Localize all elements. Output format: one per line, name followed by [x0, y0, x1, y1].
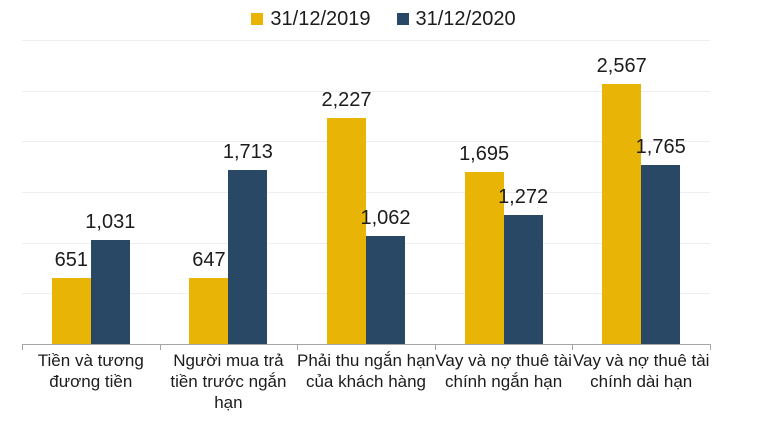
legend-label: 31/12/2019 [270, 7, 371, 30]
bar-31-12-2019 [51, 278, 91, 344]
bar-31-12-2020 [366, 236, 405, 344]
bar-value-label: 647 [192, 249, 226, 272]
bar-value-label: 1,713 [222, 141, 273, 164]
gridline [22, 141, 710, 143]
bar-value-label: 1,272 [498, 186, 549, 209]
legend-label: 31/12/2020 [415, 7, 516, 30]
x-axis-category-label: Người mua trả tiền trước ngắn hạn [170, 351, 287, 412]
legend-item: 31/12/2019 [251, 7, 371, 31]
legend-item: 31/12/2020 [396, 7, 516, 31]
bar-value-label: 1,031 [85, 210, 136, 233]
bar-31-12-2020 [90, 239, 130, 344]
axis-tick [297, 345, 299, 350]
legend-swatch-icon [251, 13, 264, 25]
x-axis-category-label: Vay và nợ thuê tài chính ngắn hạn [435, 351, 572, 391]
bar-value-label: 2,567 [596, 54, 647, 77]
legend-swatch-icon [396, 13, 409, 25]
bar-value-label: 2,227 [321, 89, 372, 112]
axis-tick [572, 345, 574, 350]
x-axis-category-label: Phải thu ngắn hạn của khách hàng [296, 351, 435, 391]
bar-value-label: 1,695 [459, 143, 510, 166]
gridline [22, 90, 710, 92]
bar-31-12-2020 [228, 170, 268, 344]
bar-31-12-2019 [464, 172, 504, 344]
gridline [22, 192, 710, 193]
bar-31-12-2019 [189, 278, 229, 344]
bar-31-12-2020 [641, 165, 681, 344]
axis-tick [159, 345, 161, 350]
x-axis-line [22, 344, 711, 345]
axis-tick [710, 345, 711, 350]
bar-31-12-2020 [503, 215, 543, 344]
axis-tick [434, 345, 436, 350]
bar-value-label: 1,062 [360, 207, 411, 230]
chart-legend: 31/12/2019 31/12/2020 [0, 6, 767, 32]
gridline [22, 40, 710, 41]
bar-value-label: 651 [54, 249, 88, 272]
bar-31-12-2019 [602, 83, 642, 344]
x-axis-category-label: Tiền và tương đương tiền [37, 351, 144, 391]
axis-tick [22, 345, 23, 350]
bar-31-12-2019 [327, 118, 366, 344]
bar-value-label: 1,765 [635, 136, 686, 159]
x-axis-category-label: Vay và nợ thuê tài chính dài hạn [572, 351, 710, 391]
